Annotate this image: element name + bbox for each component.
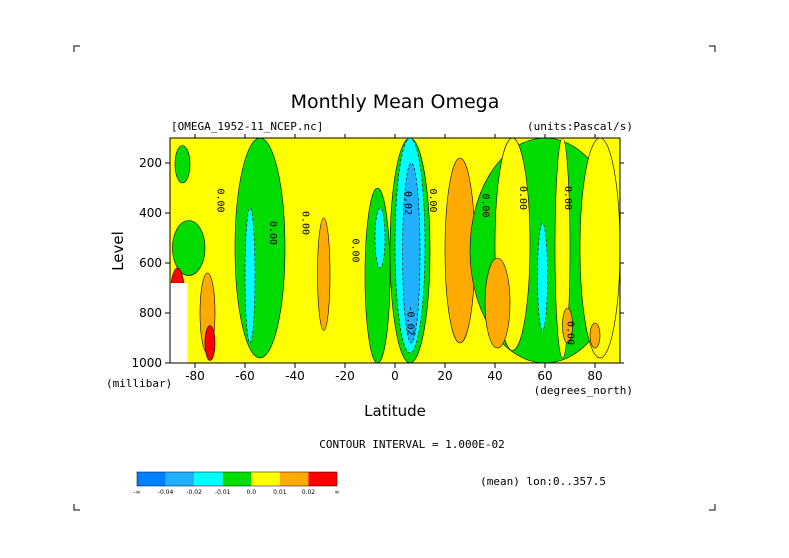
y-axis-label: Level	[109, 231, 127, 271]
legend-swatch	[279, 472, 309, 486]
legend-label: 0.02	[302, 489, 316, 496]
contour-region	[402, 162, 421, 344]
x-axis-ticks: -80 -60 -40 -20 0 20 40 60 80	[185, 134, 603, 383]
contour-region	[317, 217, 331, 331]
contour-label: -0.02	[405, 305, 416, 335]
contour-label: 0.00	[350, 238, 361, 262]
missing-data-block	[170, 283, 188, 363]
dataset-label: [OMEGA_1952-11_NCEP.nc]	[171, 120, 323, 133]
legend-swatch	[308, 472, 337, 486]
contour-region	[172, 220, 206, 276]
contour-region	[244, 207, 256, 344]
legend-label: -0.01	[215, 489, 231, 496]
contour-region	[234, 138, 286, 359]
contour-label: 0.00	[517, 186, 528, 210]
legend-swatch	[222, 472, 252, 486]
contour-region	[562, 307, 573, 344]
legend-swatch	[165, 472, 195, 486]
legend-label: -0.04	[158, 489, 174, 496]
x-tick-label: 60	[537, 369, 552, 383]
x-tick-label: 80	[587, 369, 602, 383]
crop-mark-bottom-right	[709, 504, 716, 511]
contour-label: 0.00	[267, 221, 278, 245]
legend-swatch	[137, 472, 166, 486]
mean-annotation: (mean) lon:0..357.5	[480, 475, 606, 488]
y-tick-label: 600	[139, 256, 162, 270]
x-tick-label: -20	[335, 369, 355, 383]
y-tick-label: 1000	[131, 356, 162, 370]
crop-mark-bottom-left	[73, 504, 80, 511]
y-tick-label: 400	[139, 206, 162, 220]
contour-region	[174, 145, 191, 184]
legend-label: 0.0	[247, 489, 257, 496]
x-tick-label: 20	[437, 369, 452, 383]
y-tick-label: 200	[139, 156, 162, 170]
x-tick-label: -60	[235, 369, 255, 383]
contour-region	[374, 207, 386, 269]
x-axis-unit: (degrees_north)	[534, 384, 633, 397]
y-axis-ticks: 200 400 600 800 1000	[131, 156, 624, 370]
contour-label: 0.00	[300, 211, 311, 235]
units-label: (units:Pascal/s)	[527, 120, 633, 133]
crop-marks	[73, 45, 716, 511]
color-legend: -∞ -0.04 -0.02 -0.01 0.0 0.01 0.02 ∞	[133, 471, 340, 496]
contour-label: 0.00	[562, 186, 573, 210]
x-tick-label: -80	[185, 369, 205, 383]
contour-interval-text: CONTOUR INTERVAL = 1.000E-02	[319, 438, 504, 451]
contour-label: 0.00	[480, 193, 491, 217]
x-tick-label: 40	[487, 369, 502, 383]
crop-mark-top-left	[73, 45, 80, 52]
chart-title: Monthly Mean Omega	[291, 91, 500, 113]
x-tick-label: -40	[285, 369, 305, 383]
y-tick-label: 800	[139, 306, 162, 320]
plot-area	[170, 138, 620, 363]
contour-region	[204, 325, 216, 361]
contour-label: 0.02	[402, 191, 413, 215]
contour-region	[484, 257, 511, 349]
contour-label: 0.00	[565, 321, 576, 345]
contour-region	[589, 322, 601, 349]
x-tick-label: 0	[391, 369, 399, 383]
legend-label: 0.01	[273, 489, 287, 496]
legend-frame	[136, 471, 338, 487]
legend-label: -0.02	[186, 489, 202, 496]
legend-swatch	[194, 472, 223, 486]
legend-label: -∞	[133, 489, 140, 496]
contour-region	[537, 222, 548, 331]
contour-region	[579, 138, 620, 359]
crop-mark-top-right	[709, 45, 716, 52]
legend-label: ∞	[335, 489, 340, 496]
y-axis-unit: (millibar)	[106, 377, 172, 390]
x-axis-label: Latitude	[364, 402, 426, 420]
contour-region	[554, 138, 571, 359]
contour-label: 0.00	[427, 188, 438, 212]
contour-label: 0.00	[215, 188, 226, 212]
contour-labels: 0.00 0.00 0.00 0.00 0.02 0.00 0.00 0.00 0.00 0.00…	[215, 186, 576, 345]
legend-swatch	[251, 472, 280, 486]
